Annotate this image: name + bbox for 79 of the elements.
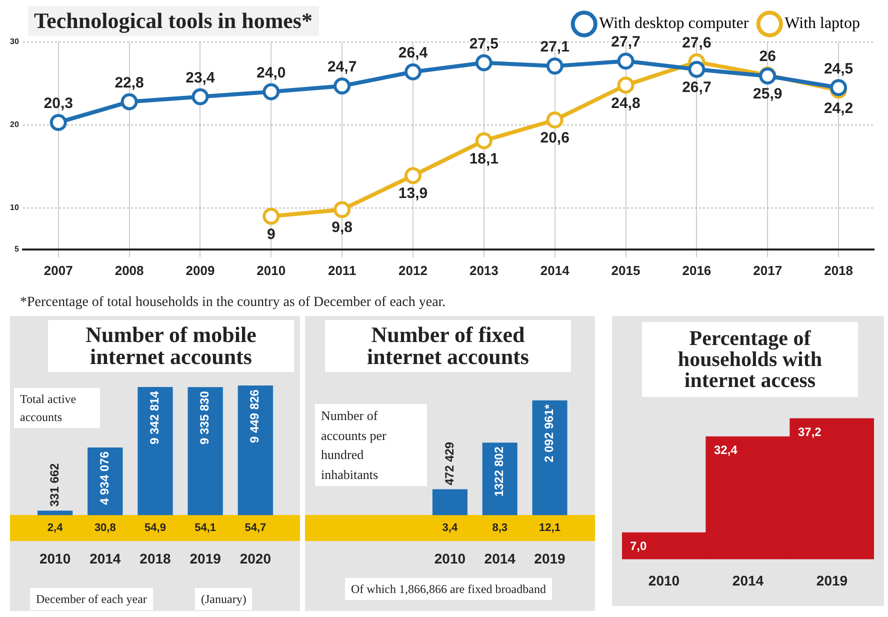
x-tick-label: 2012 [398, 262, 428, 278]
data-label: 22,8 [114, 74, 144, 92]
x-tick-label: 2011 [328, 262, 356, 278]
chart-title: Percentage of households with internet access [642, 322, 858, 397]
data-label: 9 [266, 226, 276, 243]
x-tick-label: 2014 [90, 550, 121, 566]
y-tick-label: 5 [14, 244, 20, 254]
x-tick-label: 2007 [44, 262, 73, 278]
data-label: 24,8 [611, 94, 640, 112]
x-tick-label: 2020 [240, 550, 272, 566]
x-tick-label: 2014 [484, 550, 516, 566]
data-label: 24,7 [327, 58, 357, 76]
y-tick-label: 30 [10, 37, 20, 46]
data-label: 27,6 [682, 34, 712, 52]
data-label: 2 092 961* [542, 404, 556, 462]
x-tick-label: 2014 [540, 262, 570, 278]
x-tick-label: 2017 [753, 262, 782, 278]
text: 2,4 [47, 522, 64, 534]
data-label: 472 429 [442, 442, 456, 486]
text: 8,3 [492, 522, 508, 534]
data-label: 13,9 [398, 185, 428, 202]
data-label: 18,1 [469, 150, 499, 168]
chart-title: Number of fixed internet accounts [325, 320, 571, 372]
data-label: 331 662 [47, 462, 62, 507]
x-tick-label: 2013 [469, 262, 498, 278]
x-tick-label: 2014 [732, 572, 764, 588]
data-label: 26 [759, 48, 776, 65]
annotation: Total active accounts [20, 392, 76, 424]
data-label: 20,3 [44, 95, 73, 112]
data-label: 37,2 [798, 424, 822, 439]
x-tick-label: 2010 [648, 572, 680, 588]
data-label: 24,5 [824, 60, 854, 78]
x-tick-label: 2018 [140, 550, 172, 566]
x-tick-label: 2019 [190, 550, 222, 566]
data-label: 24,2 [824, 100, 854, 117]
data-label: 24,0 [256, 64, 286, 82]
data-label: 26,7 [682, 79, 712, 96]
y-tick-label: 20 [10, 120, 20, 130]
x-tick-label: 2010 [256, 262, 286, 278]
data-label: 9 449 826 [248, 389, 262, 443]
x-tick-label: 2019 [816, 572, 848, 588]
x-tick-label: 2008 [114, 262, 144, 278]
x-tick-label: 2010 [39, 550, 71, 566]
legend-label: With laptop [784, 15, 860, 32]
data-label: 7,0 [630, 539, 648, 554]
x-tick-label: 2015 [611, 262, 640, 278]
data-label: 20,6 [540, 130, 570, 147]
chart-title: Number of mobile internet accounts [48, 320, 294, 372]
data-label: 1322 802 [492, 446, 506, 497]
y-tick-label: 10 [10, 203, 20, 212]
data-label: 27,1 [540, 38, 570, 56]
data-label: 26,4 [398, 44, 428, 62]
data-label: 25,9 [753, 86, 782, 103]
note-box: Of which 1,866,866 are fixed broadband [345, 578, 552, 600]
note-box: (January) [195, 588, 252, 610]
x-tick-label: 2010 [434, 550, 466, 566]
data-label: 9 335 830 [198, 390, 212, 445]
x-tick-label: 2009 [186, 262, 215, 278]
text: 12,1 [539, 522, 560, 534]
text: 3,4 [442, 522, 458, 534]
text: 54,7 [244, 522, 266, 534]
note-box: Total active accounts [14, 388, 100, 428]
note-box: Number of accounts per hundred inhabitants [315, 404, 427, 486]
data-label: 9 342 814 [148, 390, 162, 444]
legend-label: With desktop computer [599, 15, 750, 32]
data-label: 27,7 [611, 34, 640, 51]
note-box: December of each year [30, 588, 153, 610]
data-label: 32,4 [714, 443, 738, 458]
data-label: 23,4 [186, 69, 216, 86]
text: 54,1 [194, 522, 216, 534]
x-tick-label: 2016 [682, 262, 712, 278]
data-label: 27,5 [469, 35, 499, 52]
x-tick-label: 2018 [824, 262, 853, 278]
data-label: 9,8 [332, 219, 352, 236]
text: 54,9 [144, 522, 166, 534]
text: 30,8 [94, 522, 116, 534]
chart-title: Technological tools in homes* [28, 6, 318, 36]
data-label: 4 934 076 [97, 451, 112, 505]
x-tick-label: 2019 [534, 550, 566, 566]
